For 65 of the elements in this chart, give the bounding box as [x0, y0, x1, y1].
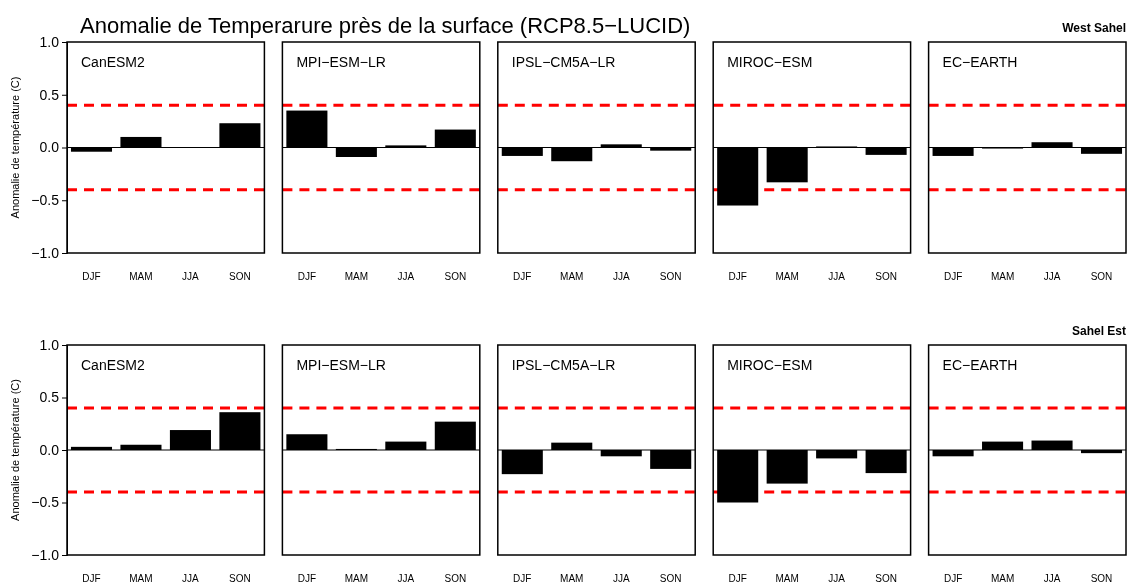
x-tick-label: SON	[875, 573, 897, 584]
x-tick-label: DJF	[728, 573, 747, 584]
text: West Sahel	[1062, 21, 1126, 35]
x-tick-label: MAM	[344, 271, 369, 282]
text: MPI−ESM−LR	[296, 54, 386, 70]
x-tick-label: MAM	[990, 573, 1015, 584]
x-tick-label: SON	[444, 271, 467, 282]
x-tick-label: JJA	[612, 271, 630, 282]
y-tick-label: 1.0	[39, 336, 60, 353]
x-tick-label: SON	[659, 573, 682, 584]
x-tick-label: SON	[1090, 573, 1113, 584]
text: MPI−ESM−LR	[296, 357, 386, 373]
x-tick-label: SON	[229, 271, 251, 282]
x-tick-label: DJF	[297, 573, 317, 584]
x-tick-label: JJA	[828, 271, 846, 282]
text: MIROC−ESM	[727, 54, 813, 70]
x-tick-label: SON	[659, 271, 682, 282]
y-tick-label: 0.0	[39, 139, 60, 156]
text: EC−EARTH	[942, 357, 1018, 373]
x-tick-label: SON	[229, 573, 251, 584]
x-tick-label: SON	[444, 573, 467, 584]
y-tick-label: −0.5	[31, 494, 60, 511]
x-tick-label: JJA	[612, 573, 630, 584]
x-tick-label: DJF	[513, 573, 532, 584]
x-tick-label: DJF	[297, 271, 317, 282]
x-tick-label: JJA	[1043, 271, 1061, 282]
x-tick-label: MAM	[990, 271, 1015, 282]
x-tick-label: MAM	[560, 573, 584, 584]
x-tick-label: JJA	[828, 573, 846, 584]
text: IPSL−CM5A−LR	[511, 54, 616, 70]
x-tick-label: DJF	[82, 573, 101, 584]
text: IPSL−CM5A−LR	[511, 357, 616, 373]
x-tick-label: DJF	[82, 271, 101, 282]
text: CanESM2	[81, 54, 146, 70]
y-tick-label: 0.0	[39, 441, 60, 458]
x-tick-label: DJF	[728, 271, 747, 282]
x-tick-label: JJA	[397, 573, 415, 584]
y-tick-label: −1.0	[31, 546, 60, 563]
x-tick-label: JJA	[1043, 573, 1061, 584]
x-tick-label: SON	[875, 271, 897, 282]
x-tick-label: MAM	[775, 271, 799, 282]
x-tick-label: MAM	[129, 573, 153, 584]
y-tick-label: 0.5	[39, 86, 60, 103]
text: EC−EARTH	[942, 54, 1018, 70]
x-tick-label: DJF	[513, 271, 532, 282]
x-tick-label: DJF	[943, 271, 963, 282]
y-tick-label: −1.0	[31, 244, 60, 261]
text: CanESM2	[81, 357, 146, 373]
x-tick-label: MAM	[775, 573, 799, 584]
y-tick-label: 0.5	[39, 389, 60, 406]
x-tick-label: SON	[1090, 271, 1113, 282]
text: Sahel Est	[1071, 324, 1126, 338]
x-tick-label: DJF	[943, 573, 963, 584]
x-tick-label: MAM	[560, 271, 584, 282]
text: MIROC−ESM	[727, 357, 813, 373]
x-tick-label: JJA	[182, 271, 200, 282]
text: Anomalie de Temperarure près de la surface (RCP8.5−LUCID)	[80, 13, 691, 38]
x-tick-label: MAM	[129, 271, 153, 282]
y-tick-label: 1.0	[39, 33, 60, 50]
x-tick-label: JJA	[397, 271, 415, 282]
y-tick-label: −0.5	[31, 192, 60, 209]
x-tick-label: MAM	[344, 573, 369, 584]
y-axis-title: Anomalie de température (C)	[9, 76, 21, 219]
x-tick-label: JJA	[182, 573, 200, 584]
y-axis-title: Anomalie de température (C)	[9, 379, 21, 521]
